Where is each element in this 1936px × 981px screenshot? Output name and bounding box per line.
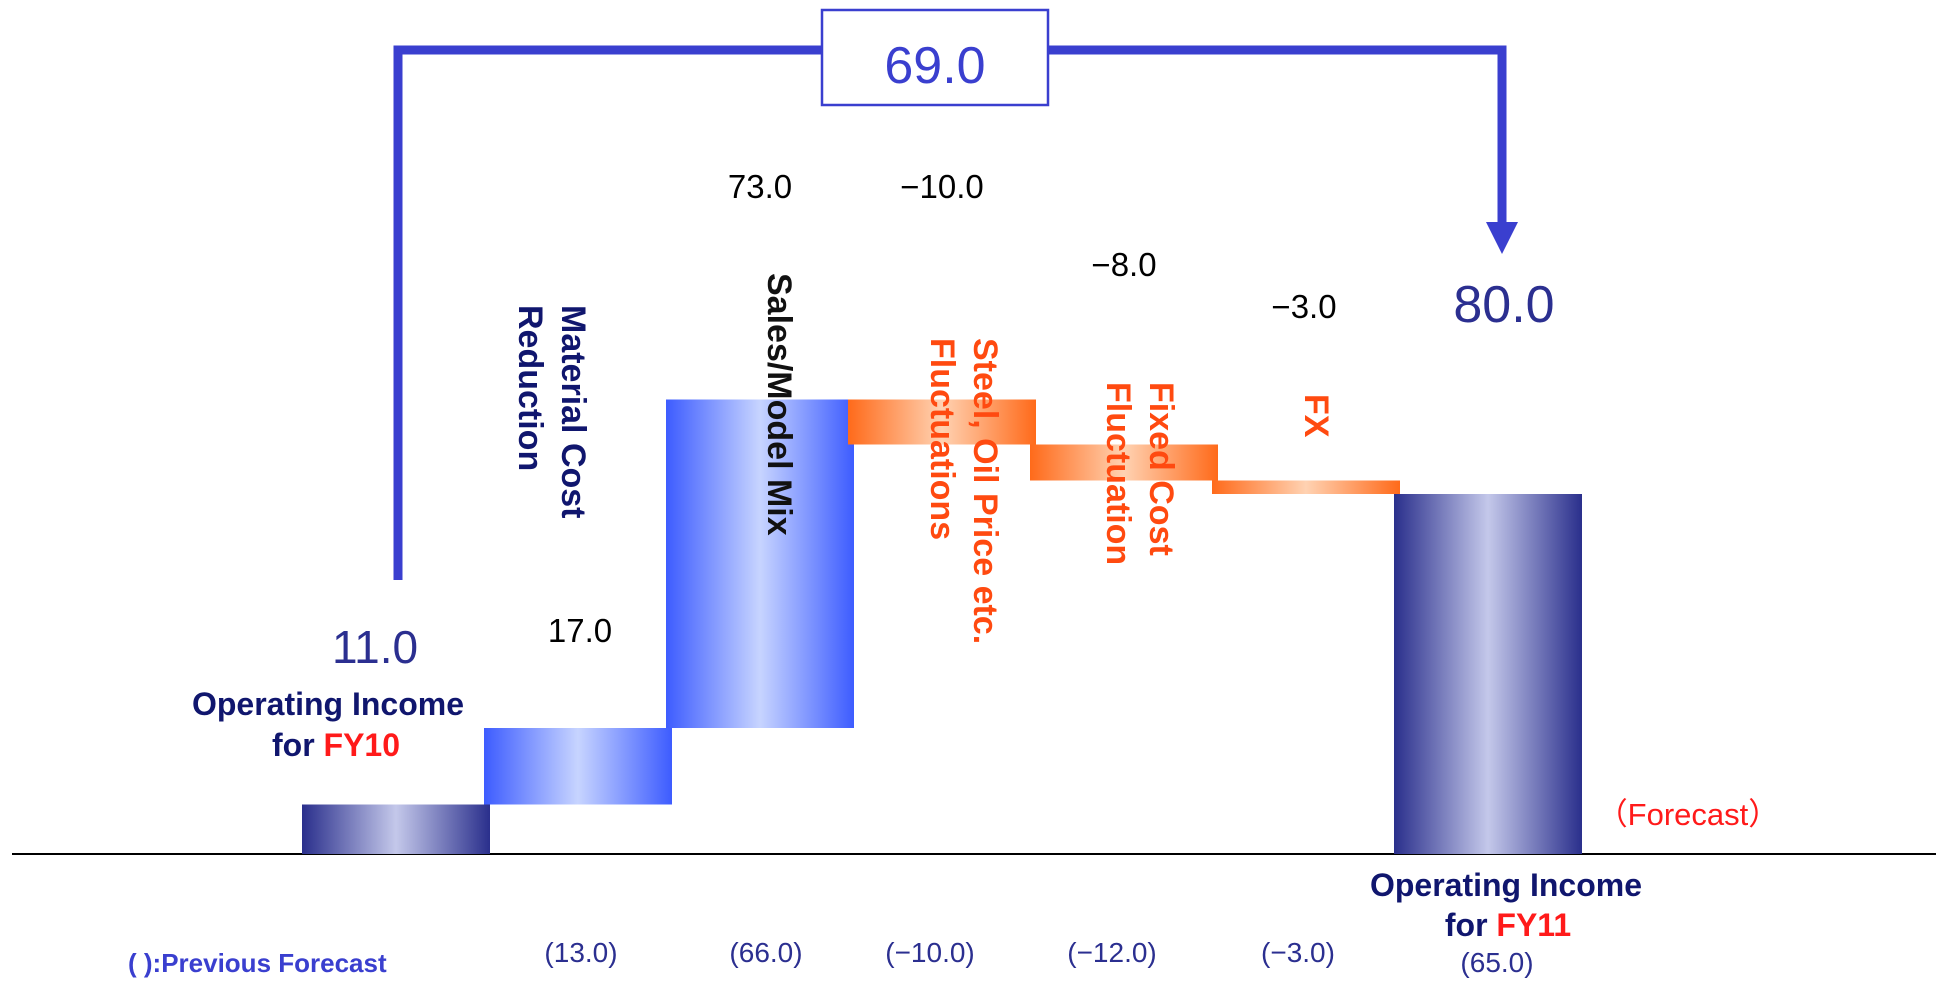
- value-label-sales: 73.0: [728, 168, 792, 205]
- bar-material: [484, 728, 672, 805]
- start-label-line1: Operating Income: [192, 686, 464, 722]
- label-fixed-line2: Fluctuation: [1099, 382, 1137, 565]
- prev-forecast-fixed: (−12.0): [1067, 937, 1157, 968]
- bar-sales: [666, 399, 854, 728]
- label-sales: Sales/Model Mix: [760, 273, 798, 536]
- legend-previous-forecast: ( ):Previous Forecast: [128, 948, 387, 978]
- bar-fixed: [1030, 444, 1218, 481]
- label-fixed: Fixed Cost Fluctuation: [1099, 382, 1180, 565]
- bar-fy11: [1394, 494, 1582, 854]
- bar-fy10: [302, 804, 490, 854]
- label-steel: Steel, Oil Price etc. Fluctuations: [923, 338, 1004, 644]
- label-fixed-line1: Fixed Cost: [1142, 382, 1180, 556]
- total-change-box: [820, 8, 1050, 107]
- label-steel-line1: Steel, Oil Price etc.: [966, 338, 1004, 644]
- label-steel-line2: Fluctuations: [923, 338, 961, 540]
- label-sales-line1: Sales/Model Mix: [760, 273, 798, 536]
- end-label-prefix: for: [1445, 907, 1497, 943]
- bar-fx: [1212, 480, 1400, 494]
- value-label-fixed: −8.0: [1091, 246, 1156, 283]
- label-material-line2: Reduction: [511, 305, 549, 471]
- prev-forecast-sales: (66.0): [729, 937, 802, 968]
- start-label-prefix: for: [272, 727, 324, 763]
- value-label-fy11: 80.0: [1453, 276, 1554, 334]
- prev-forecast-material: (13.0): [544, 937, 617, 968]
- value-label-material: 17.0: [548, 612, 612, 649]
- end-label-line1: Operating Income: [1370, 867, 1642, 903]
- prev-forecast-fx: (−3.0): [1261, 937, 1335, 968]
- label-fx: FX: [1297, 394, 1335, 438]
- label-material-line1: Material Cost: [554, 305, 592, 519]
- arrow-head: [1486, 222, 1518, 254]
- prev-forecast-steel: (−10.0): [885, 937, 975, 968]
- total-change-label: 69.0: [884, 37, 985, 95]
- forecast-note: （Forecast）: [1597, 797, 1780, 832]
- value-label-fx: −3.0: [1271, 288, 1336, 325]
- end-label-line2: for FY11: [1445, 907, 1571, 943]
- value-label-fy10: 11.0: [332, 621, 418, 673]
- prev-forecast-fy11: (65.0): [1460, 947, 1533, 978]
- label-material: Material Cost Reduction: [511, 305, 592, 519]
- bars-group: [302, 399, 1582, 854]
- bar-steel: [848, 399, 1036, 445]
- start-label-line2: for FY10: [272, 727, 400, 763]
- start-label-year: FY10: [324, 727, 400, 763]
- label-fx-line1: FX: [1297, 394, 1335, 438]
- value-label-steel: −10.0: [900, 168, 984, 205]
- end-label-year: FY11: [1496, 907, 1571, 943]
